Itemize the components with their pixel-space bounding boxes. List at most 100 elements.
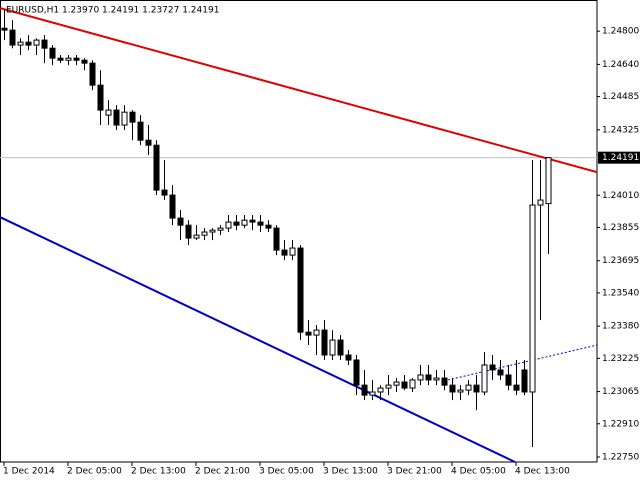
candle xyxy=(105,100,112,126)
candle-body xyxy=(233,221,240,226)
candle xyxy=(209,228,216,241)
candle-body xyxy=(9,29,16,46)
x-tick-label: 3 Dec 21:00 xyxy=(387,467,442,477)
candle-body xyxy=(193,234,200,239)
candle xyxy=(417,364,424,386)
candle-body xyxy=(345,354,352,361)
candle xyxy=(361,369,368,401)
candle xyxy=(81,58,88,71)
candle xyxy=(57,55,64,64)
candle xyxy=(129,110,136,141)
candle xyxy=(49,45,56,66)
candle xyxy=(17,38,24,56)
candle xyxy=(425,364,432,386)
candle xyxy=(25,35,32,51)
candle-body xyxy=(521,369,528,393)
candle-body xyxy=(97,84,104,111)
candle xyxy=(73,55,80,66)
candle xyxy=(113,105,120,131)
candle-body xyxy=(1,27,8,31)
candle-body xyxy=(41,39,48,49)
candle xyxy=(481,352,488,396)
candle-body xyxy=(377,387,384,393)
candle xyxy=(249,215,256,231)
candle xyxy=(217,225,224,236)
candle-body xyxy=(33,39,40,46)
current-price-label: 1.24191 xyxy=(602,153,639,163)
candle xyxy=(305,320,312,346)
candle xyxy=(457,385,464,401)
candle-body xyxy=(313,329,320,336)
candle-body xyxy=(121,111,128,126)
candle xyxy=(465,379,472,396)
candle xyxy=(233,215,240,231)
candle-body xyxy=(273,227,280,251)
x-tick-label: 3 Dec 05:00 xyxy=(259,467,314,477)
candle xyxy=(161,160,168,201)
candle-body xyxy=(393,381,400,386)
candle-body xyxy=(545,157,552,205)
candle-body xyxy=(449,384,456,393)
x-tick-label: 1 Dec 2014 xyxy=(3,467,55,477)
candle-body xyxy=(185,224,192,239)
candle xyxy=(537,160,544,321)
candle xyxy=(401,374,408,391)
y-tick-label: 1.23225 xyxy=(602,354,639,364)
candle-body xyxy=(145,139,152,146)
candle xyxy=(1,10,8,41)
candle xyxy=(441,369,448,391)
candle-body xyxy=(225,221,232,229)
candle xyxy=(393,378,400,392)
candle xyxy=(513,360,520,396)
candle xyxy=(89,60,96,91)
x-tick-label: 3 Dec 13:00 xyxy=(323,467,378,477)
x-tick-label: 4 Dec 05:00 xyxy=(451,467,506,477)
candle xyxy=(297,245,304,341)
candle xyxy=(497,360,504,380)
candle-body xyxy=(513,384,520,391)
candle-body xyxy=(297,247,304,333)
candle-body xyxy=(177,217,184,226)
candle-body xyxy=(289,247,296,256)
candle-body xyxy=(105,109,112,116)
candle-body xyxy=(489,364,496,371)
candle xyxy=(265,220,272,233)
candle-body xyxy=(305,331,312,336)
x-tick-label: 2 Dec 13:00 xyxy=(131,467,186,477)
candle-body xyxy=(353,359,360,386)
candle xyxy=(321,320,328,361)
candle xyxy=(529,160,536,448)
y-tick-label: 1.23695 xyxy=(602,256,639,266)
candle xyxy=(41,35,48,64)
candle-body xyxy=(401,381,408,389)
candle-body xyxy=(201,231,208,236)
y-tick-label: 1.23540 xyxy=(602,288,639,298)
trendline xyxy=(0,7,597,174)
candle-body xyxy=(497,369,504,376)
candle xyxy=(433,369,440,386)
y-tick-label: 1.24010 xyxy=(602,191,639,201)
y-tick-label: 1.23855 xyxy=(602,223,639,233)
candle xyxy=(153,140,160,196)
x-tick-label: 4 Dec 13:00 xyxy=(515,467,570,477)
candle-body xyxy=(57,57,64,61)
candle xyxy=(169,185,176,226)
candle xyxy=(185,220,192,246)
candle xyxy=(193,225,200,241)
candle-body xyxy=(249,219,256,223)
candle-body xyxy=(161,189,168,196)
candle-body xyxy=(129,111,136,123)
trendline xyxy=(0,216,516,462)
candle xyxy=(177,210,184,241)
candle-body xyxy=(169,194,176,219)
trendline xyxy=(447,344,597,381)
candle xyxy=(449,378,456,401)
candle xyxy=(545,157,552,255)
y-tick-label: 1.23380 xyxy=(602,322,639,332)
candle xyxy=(289,240,296,261)
candle-body xyxy=(257,221,264,226)
candle xyxy=(273,225,280,256)
